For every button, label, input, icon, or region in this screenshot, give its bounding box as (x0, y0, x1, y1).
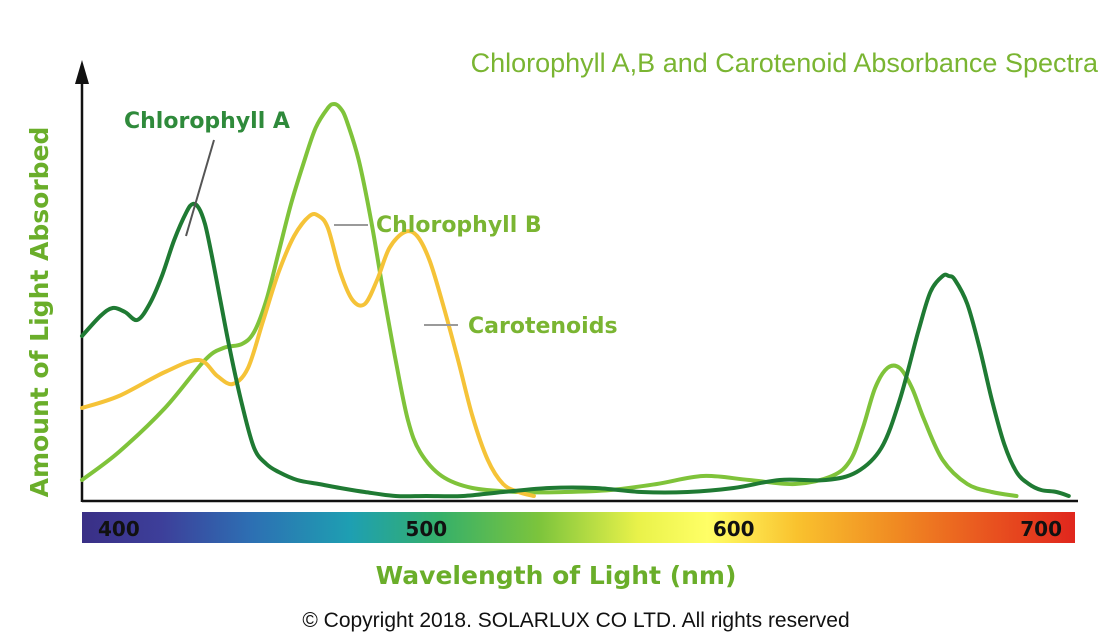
series-label-carotenoids: Carotenoids (468, 314, 618, 339)
x-tick-label-600: 600 (713, 517, 755, 541)
spectrum-bar (82, 512, 1075, 543)
x-tick-label-700: 700 (1020, 517, 1062, 541)
leader-lines (185, 139, 458, 326)
y-axis-label: Amount of Light Absorbed (25, 127, 54, 498)
series-label-chlorophyll-b: Chlorophyll B (376, 213, 542, 238)
chart-title: Chlorophyll A,B and Carotenoid Absorbanc… (471, 48, 1099, 78)
series-line-chlorophyll-a (80, 201, 1071, 499)
series-line-carotenoids (80, 212, 536, 498)
leader-line-chlorophyll-a (185, 139, 215, 237)
y-axis-arrow (75, 60, 89, 84)
x-tick-label-500: 500 (405, 517, 447, 541)
x-axis-label: Wavelength of Light (nm) (376, 561, 737, 590)
series-line-chlorophyll-b (80, 102, 1019, 498)
tick-labels: 400 500 600 700 (98, 517, 1062, 541)
series-lines (80, 102, 1071, 499)
series-label-chlorophyll-a: Chlorophyll A (124, 109, 290, 134)
x-tick-label-400: 400 (98, 517, 140, 541)
copyright-notice: © Copyright 2018. SOLARLUX CO LTD. All r… (302, 609, 849, 632)
